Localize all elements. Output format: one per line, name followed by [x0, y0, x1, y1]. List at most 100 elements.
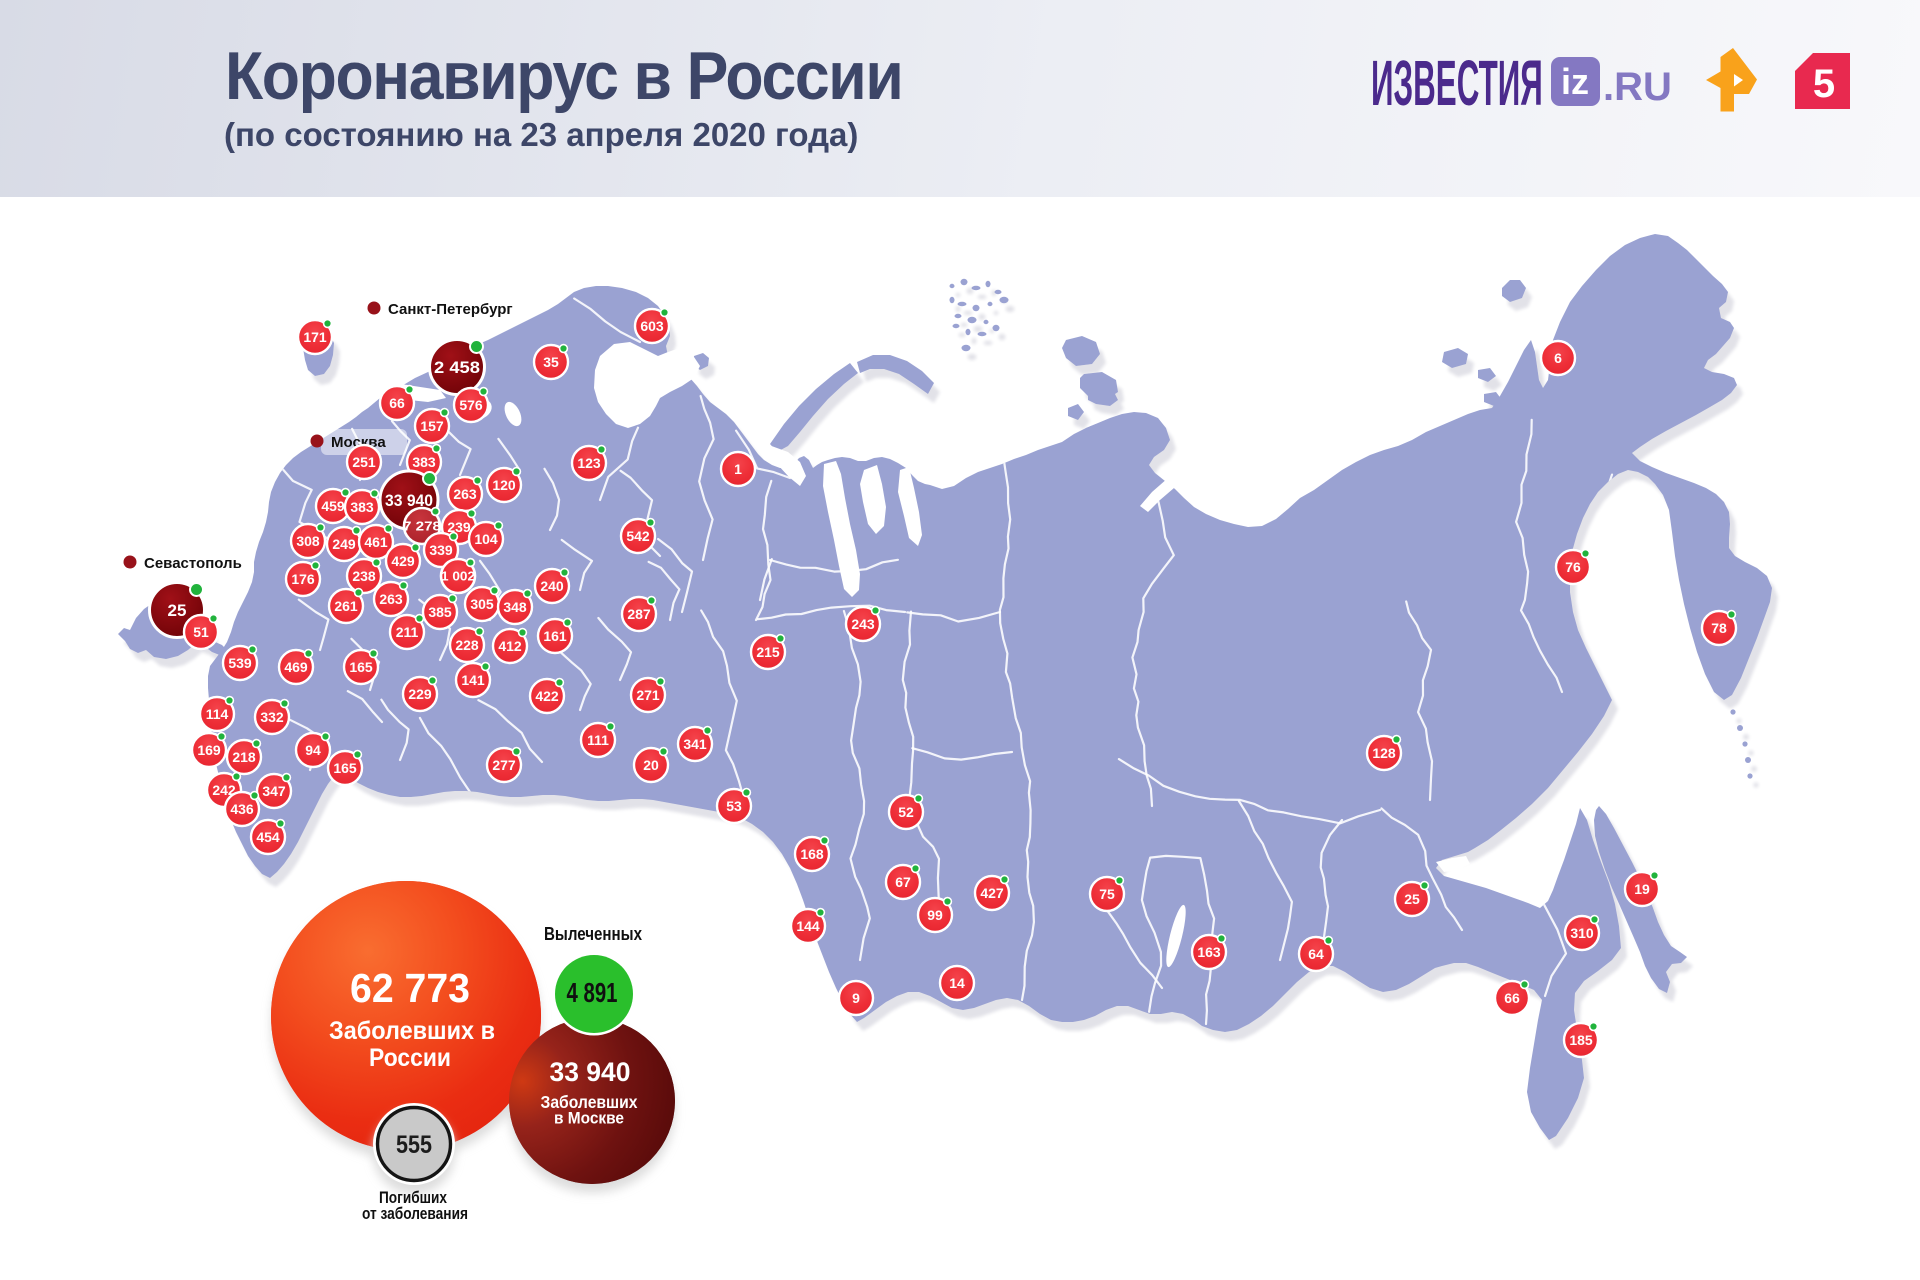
svg-text:576: 576 — [459, 397, 483, 413]
svg-text:383: 383 — [350, 499, 374, 515]
svg-text:555: 555 — [396, 1131, 432, 1159]
svg-text:33 940: 33 940 — [385, 491, 433, 510]
svg-text:461: 461 — [364, 534, 388, 550]
svg-text:242: 242 — [212, 782, 236, 798]
svg-text:412: 412 — [498, 638, 522, 654]
svg-text:.RU: .RU — [1603, 65, 1672, 109]
svg-text:от заболевания: от заболевания — [362, 1204, 468, 1223]
svg-text:66: 66 — [389, 395, 405, 411]
svg-text:261: 261 — [334, 598, 358, 614]
svg-text:228: 228 — [455, 637, 479, 653]
svg-text:51: 51 — [193, 624, 209, 640]
svg-text:287: 287 — [627, 606, 651, 622]
svg-text:169: 169 — [197, 742, 221, 758]
svg-text:19: 19 — [1634, 881, 1650, 897]
svg-text:168: 168 — [800, 846, 824, 862]
svg-text:429: 429 — [391, 553, 415, 569]
svg-text:277: 277 — [492, 757, 516, 773]
svg-text:469: 469 — [284, 659, 308, 675]
svg-text:454: 454 — [256, 829, 280, 845]
svg-text:144: 144 — [796, 918, 820, 934]
svg-text:339: 339 — [429, 542, 453, 558]
svg-text:185: 185 — [1569, 1032, 1593, 1048]
svg-text:243: 243 — [851, 616, 875, 632]
svg-text:211: 211 — [396, 624, 419, 640]
svg-text:165: 165 — [349, 659, 373, 675]
svg-text:Заболевших в: Заболевших в — [329, 1017, 495, 1045]
svg-text:14: 14 — [949, 975, 965, 991]
svg-text:128: 128 — [1372, 745, 1396, 761]
svg-text:62 773: 62 773 — [350, 965, 470, 1011]
svg-text:111: 111 — [587, 732, 609, 748]
svg-text:157: 157 — [420, 418, 444, 434]
svg-text:2 458: 2 458 — [434, 358, 480, 377]
svg-text:75: 75 — [1099, 886, 1115, 902]
svg-text:305: 305 — [470, 596, 494, 612]
svg-text:20: 20 — [643, 757, 659, 773]
svg-text:России: России — [369, 1044, 451, 1072]
svg-text:66: 66 — [1504, 990, 1520, 1006]
svg-text:6: 6 — [1554, 350, 1562, 366]
svg-text:52: 52 — [898, 804, 914, 820]
svg-text:99: 99 — [927, 907, 943, 923]
svg-text:218: 218 — [232, 749, 256, 765]
svg-text:229: 229 — [408, 686, 432, 702]
svg-text:215: 215 — [756, 644, 780, 660]
svg-text:238: 238 — [352, 568, 376, 584]
svg-text:422: 422 — [535, 688, 559, 704]
svg-text:7 278: 7 278 — [403, 519, 441, 534]
svg-text:263: 263 — [379, 591, 403, 607]
svg-text:161: 161 — [543, 628, 567, 644]
svg-text:Погибших: Погибших — [379, 1188, 447, 1207]
svg-text:33 940: 33 940 — [550, 1057, 631, 1087]
svg-text:141: 141 — [461, 672, 485, 688]
svg-text:163: 163 — [1197, 944, 1221, 960]
svg-text:9: 9 — [852, 990, 860, 1006]
svg-text:114: 114 — [206, 706, 229, 722]
svg-text:539: 539 — [228, 655, 252, 671]
svg-text:383: 383 — [412, 454, 436, 470]
svg-text:iz: iz — [1561, 61, 1589, 102]
svg-text:251: 251 — [352, 454, 376, 470]
svg-text:348: 348 — [503, 599, 527, 615]
svg-text:1 002: 1 002 — [441, 569, 475, 583]
svg-text:263: 263 — [453, 486, 477, 502]
svg-text:603: 603 — [640, 318, 664, 334]
svg-text:176: 176 — [291, 571, 315, 587]
svg-text:Вылеченных: Вылеченных — [544, 923, 643, 944]
svg-text:Севастополь: Севастополь — [144, 555, 242, 572]
svg-text:25: 25 — [168, 601, 187, 620]
svg-text:436: 436 — [230, 801, 254, 817]
svg-text:542: 542 — [626, 528, 650, 544]
svg-text:104: 104 — [474, 531, 498, 547]
svg-text:Санкт-Петербург: Санкт-Петербург — [388, 301, 513, 318]
svg-text:427: 427 — [980, 885, 1004, 901]
svg-text:239: 239 — [447, 519, 471, 535]
svg-text:240: 240 — [540, 578, 564, 594]
svg-text:310: 310 — [1570, 925, 1594, 941]
svg-text:123: 123 — [577, 455, 601, 471]
svg-text:76: 76 — [1565, 559, 1581, 575]
svg-text:165: 165 — [333, 760, 357, 776]
svg-text:в Москве: в Москве — [554, 1109, 624, 1128]
svg-text:Заболевших: Заболевших — [541, 1092, 638, 1112]
svg-text:171: 171 — [303, 329, 327, 345]
svg-text:5: 5 — [1813, 62, 1835, 106]
svg-text:120: 120 — [492, 477, 516, 493]
svg-text:249: 249 — [332, 536, 356, 552]
svg-text:53: 53 — [726, 798, 742, 814]
svg-text:459: 459 — [321, 498, 345, 514]
svg-text:78: 78 — [1711, 620, 1727, 636]
svg-text:271: 271 — [636, 687, 660, 703]
svg-text:308: 308 — [296, 533, 320, 549]
svg-text:25: 25 — [1404, 891, 1420, 907]
svg-text:64: 64 — [1308, 946, 1324, 962]
svg-text:347: 347 — [262, 783, 286, 799]
svg-text:341: 341 — [683, 736, 707, 752]
svg-text:1: 1 — [734, 461, 742, 477]
svg-text:ИЗВЕСТИЯ: ИЗВЕСТИЯ — [1371, 47, 1543, 119]
svg-text:94: 94 — [305, 742, 321, 758]
svg-text:67: 67 — [895, 874, 911, 890]
svg-text:35: 35 — [543, 354, 559, 370]
svg-text:332: 332 — [260, 709, 284, 725]
